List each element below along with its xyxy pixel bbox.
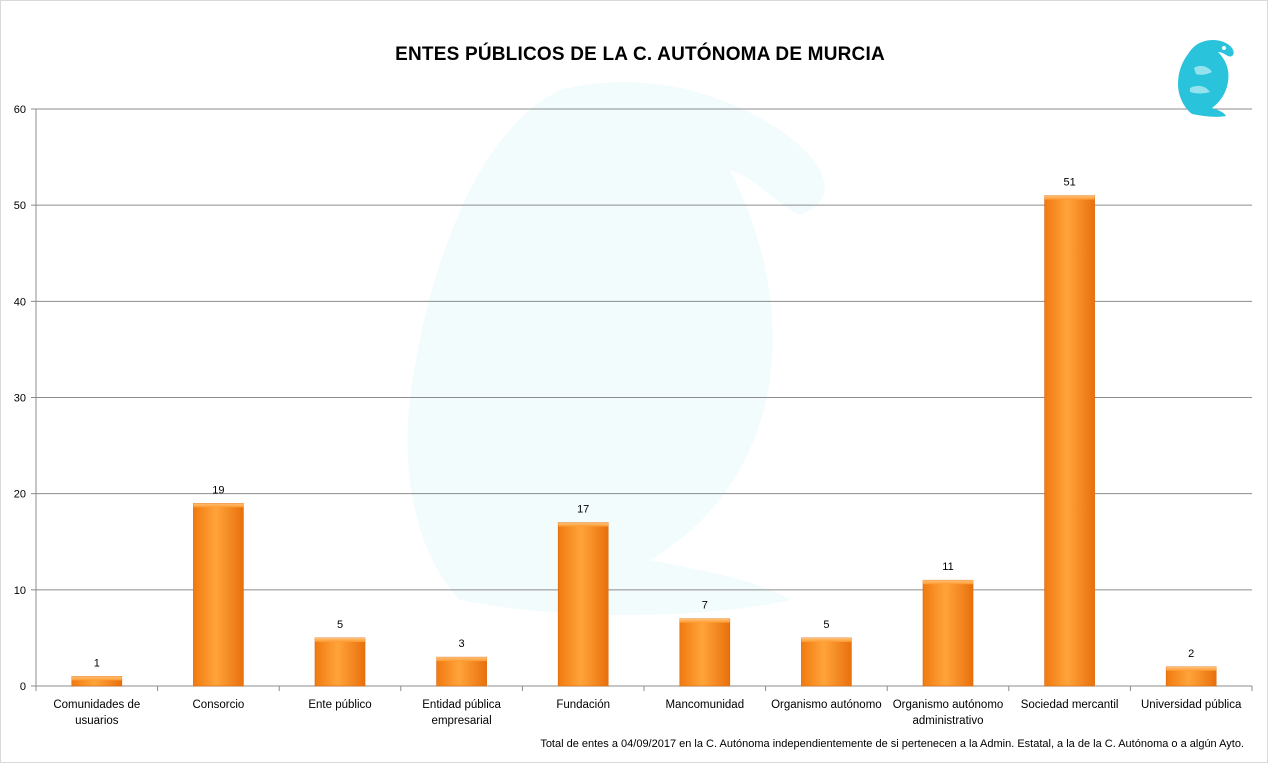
x-tick-label: Mancomunidad (665, 699, 744, 711)
data-label: 19 (212, 484, 224, 496)
x-tick-label: Comunidades de usuarios (53, 699, 140, 727)
data-label: 11 (942, 561, 953, 573)
bar-top-highlight (558, 522, 609, 527)
y-tick-label: 30 (14, 393, 26, 405)
bar-top-highlight (315, 637, 365, 642)
x-tick-label: Ente público (308, 699, 371, 711)
bars (71, 195, 1217, 687)
y-tick-label: 40 (14, 296, 26, 308)
x-tick-label: Consorcio (193, 699, 245, 711)
bar (1044, 195, 1095, 687)
bar-top-highlight (71, 676, 122, 681)
x-tick-label: Universidad pública (1141, 699, 1242, 711)
y-axis-ticks: 0 10 20 30 40 50 60 (14, 104, 36, 693)
bar (557, 522, 609, 687)
data-label: 51 (1063, 177, 1075, 189)
y-tick-label: 20 (14, 489, 26, 501)
chart-title: ENTES PÚBLICOS DE LA C. AUTÓNOMA DE MURC… (395, 44, 885, 65)
data-label: 7 (702, 600, 708, 612)
bar (922, 579, 974, 687)
griffin-icon (1178, 40, 1234, 117)
watermark-griffin-icon (407, 82, 825, 615)
bar-top-highlight (801, 637, 852, 642)
bar-top-highlight (1166, 666, 1217, 671)
data-labels: 1 19 5 3 17 7 5 11 51 2 (94, 177, 1195, 670)
bar-top-highlight (436, 657, 487, 662)
bar (436, 656, 487, 687)
y-tick-label: 10 (14, 585, 26, 597)
data-label: 17 (577, 504, 589, 516)
footnote: Total de entes a 04/09/2017 en la C. Aut… (540, 738, 1244, 750)
data-label: 5 (823, 619, 829, 631)
x-tick-label: Fundación (556, 699, 610, 711)
y-tick-label: 0 (20, 681, 26, 693)
bar (193, 502, 244, 687)
data-label: 3 (459, 638, 465, 650)
bar-top-highlight (923, 580, 973, 585)
x-axis-labels: Comunidades de usuarios Consorcio Ente públ… (53, 699, 1242, 727)
y-tick-label: 50 (14, 200, 26, 212)
bar-top-highlight (1044, 195, 1095, 200)
data-label: 5 (337, 619, 343, 631)
x-tick-label: Organismo autónomo administrativo (893, 699, 1004, 727)
bar (801, 637, 852, 687)
x-tick-label: Organismo autónomo (771, 699, 882, 711)
x-tick-label: Entidad pública empresarial (422, 699, 501, 727)
data-label: 2 (1188, 648, 1194, 660)
y-tick-label: 60 (14, 104, 26, 116)
bar (679, 618, 731, 687)
bar-top-highlight (193, 503, 244, 508)
data-label: 1 (94, 657, 100, 669)
x-tick-label: Sociedad mercantil (1021, 699, 1119, 711)
bar (314, 637, 366, 687)
bar-top-highlight (679, 618, 730, 623)
